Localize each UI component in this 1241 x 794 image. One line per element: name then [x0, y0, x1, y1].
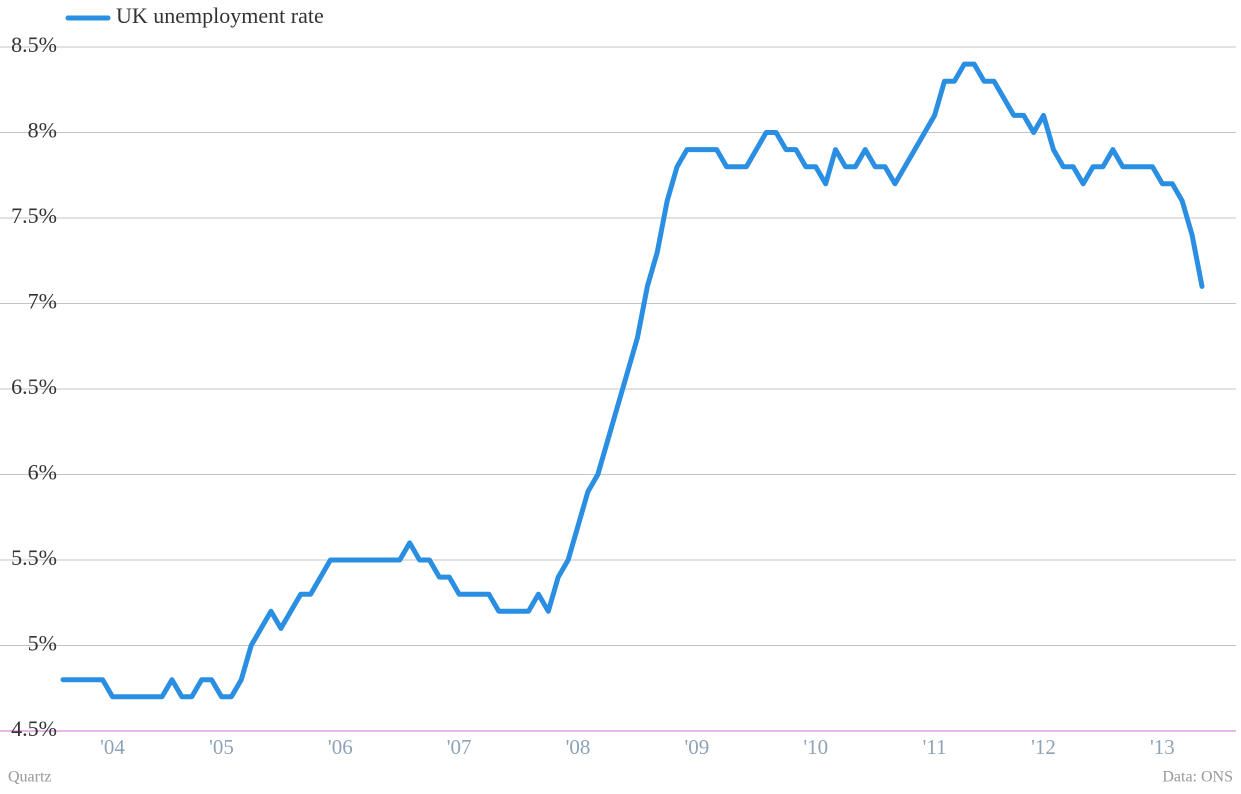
y-tick-label: 6%: [28, 460, 57, 485]
x-tick-label: '10: [803, 735, 828, 759]
y-tick-label: 8.5%: [11, 32, 57, 57]
y-tick-label: 7.5%: [11, 203, 57, 228]
x-tick-label: '12: [1031, 735, 1056, 759]
y-tick-label: 6.5%: [11, 374, 57, 399]
x-tick-label: '07: [447, 735, 472, 759]
source: Data: ONS: [1162, 769, 1233, 786]
x-tick-label: '09: [684, 735, 709, 759]
x-tick-label: '06: [328, 735, 353, 759]
line: [60, 61, 1205, 700]
credit: Quartz: [8, 769, 52, 786]
y-tick-label: 5%: [28, 631, 57, 656]
legend-label: UK unemployment rate: [116, 3, 324, 28]
y-tick-label: 4.5%: [11, 716, 57, 741]
x-tick-label: '04: [100, 735, 125, 759]
x-tick-label: '08: [566, 735, 591, 759]
y-tick-label: 8%: [28, 118, 57, 143]
x-tick-label: '05: [209, 735, 234, 759]
x-tick-label: '11: [923, 735, 947, 759]
y-tick-label: 7%: [28, 289, 57, 314]
x-tick-label: '13: [1150, 735, 1175, 759]
y-tick-label: 5.5%: [11, 545, 57, 570]
